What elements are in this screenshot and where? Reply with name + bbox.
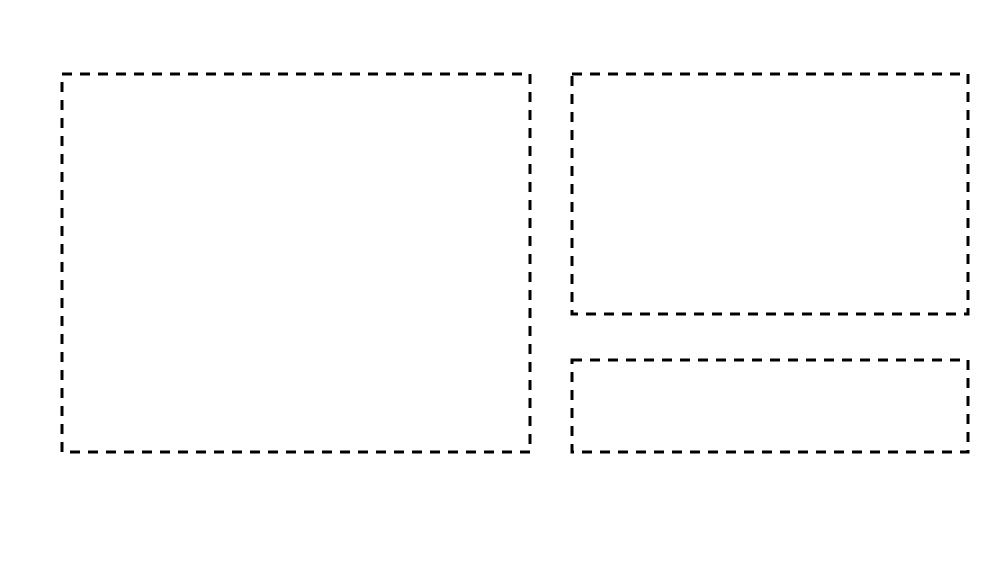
group-total [572,74,968,314]
group-hyper [62,74,530,452]
group-indiv [572,360,968,452]
